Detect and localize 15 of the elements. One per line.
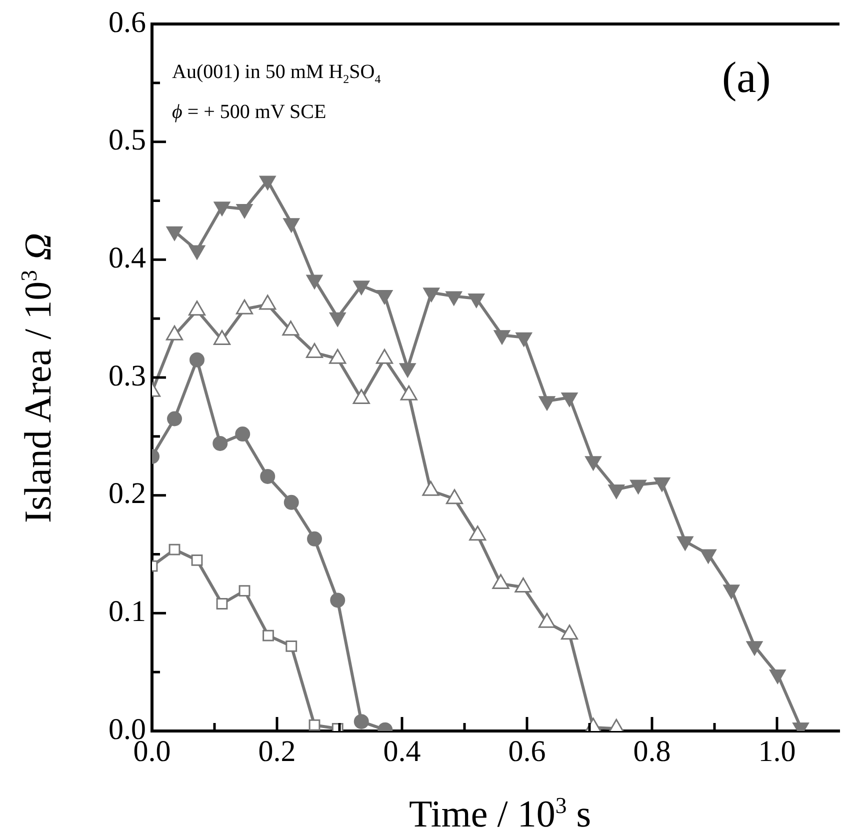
x-tick-label: 0.4 (383, 734, 421, 768)
annotation: ϕ = + 500 mV SCE (172, 101, 326, 123)
annotation: Au(001) in 50 mM H$_{2}$SO$_{4}$ (172, 61, 381, 86)
y-tick-label: 0.6 (108, 6, 146, 39)
y-tick-label: 0.5 (108, 124, 146, 157)
y-tick-label: 0.4 (108, 242, 146, 275)
x-axis-title: Time / 10$^{3}$ s (408, 793, 592, 836)
x-tick-label: 0.2 (258, 734, 296, 768)
y-tick-label: 0.3 (108, 359, 146, 392)
x-tick-label: 0.8 (633, 734, 671, 768)
x-tick-label: 1.0 (758, 734, 796, 768)
y-tick-label: 0.2 (108, 477, 146, 510)
y-tick-label: 0.1 (108, 595, 146, 628)
annotation: (a) (722, 53, 771, 102)
x-tick-label: 0.6 (508, 734, 546, 768)
